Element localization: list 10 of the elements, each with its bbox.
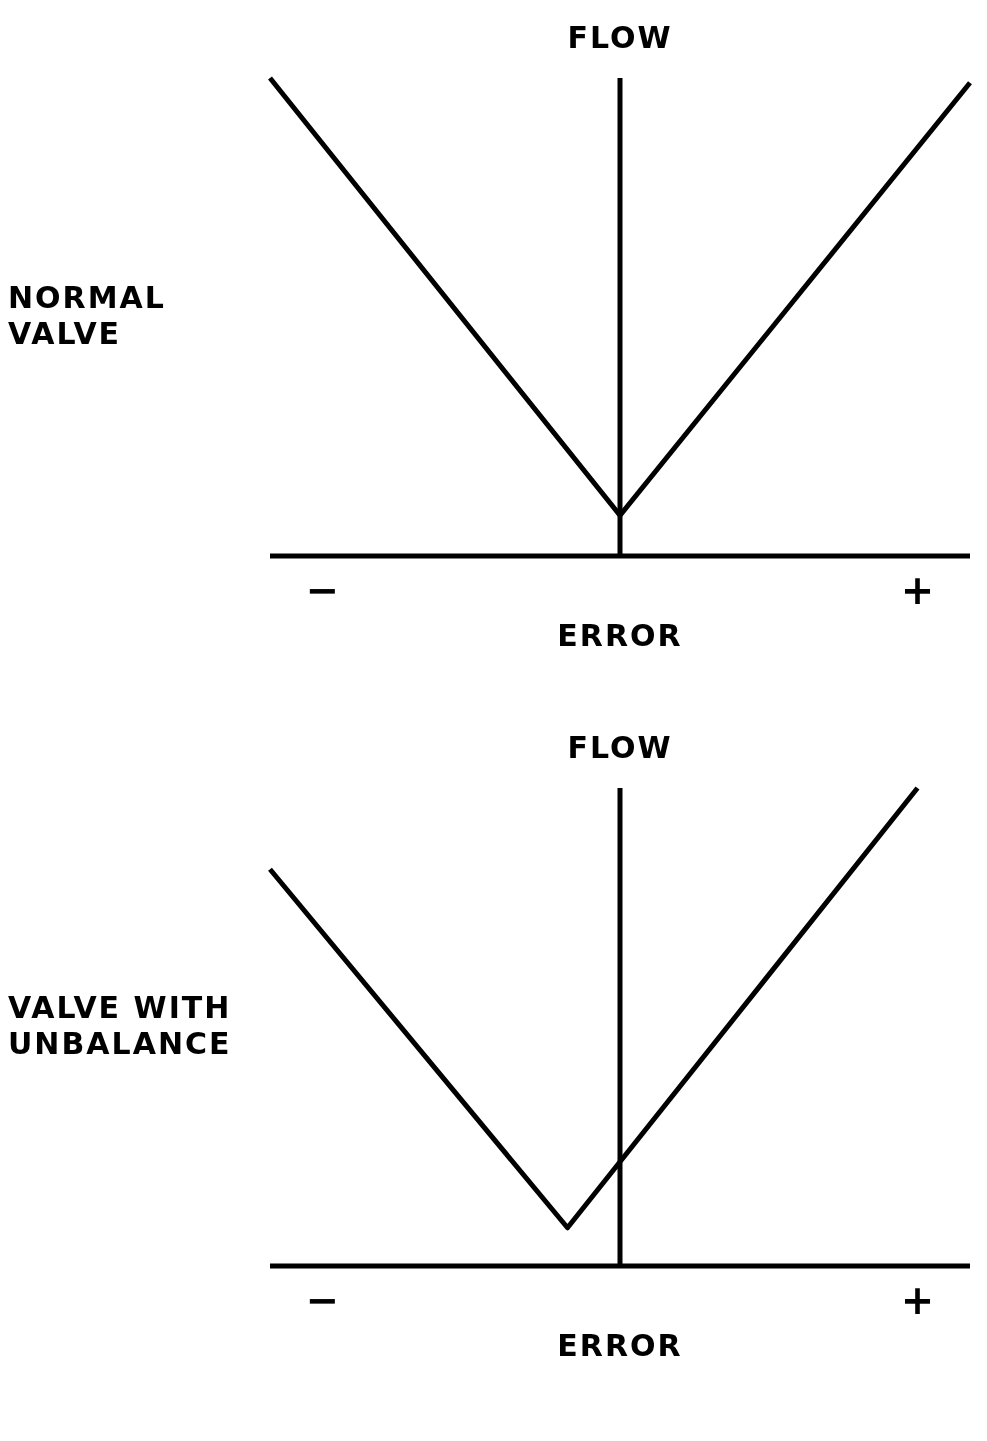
x-tick-label: − — [305, 567, 340, 613]
x-tick-label: + — [900, 1277, 935, 1323]
x-axis-title: ERROR — [557, 618, 683, 653]
x-tick-label: − — [305, 1277, 340, 1323]
y-axis-title: FLOW — [567, 730, 673, 765]
x-axis-title: ERROR — [557, 1328, 683, 1363]
x-tick-label: + — [900, 567, 935, 613]
y-axis-title: FLOW — [567, 20, 673, 55]
text: VALVE WITH UNBALANCE — [8, 990, 232, 1061]
text: NORMAL VALVE — [8, 280, 166, 351]
